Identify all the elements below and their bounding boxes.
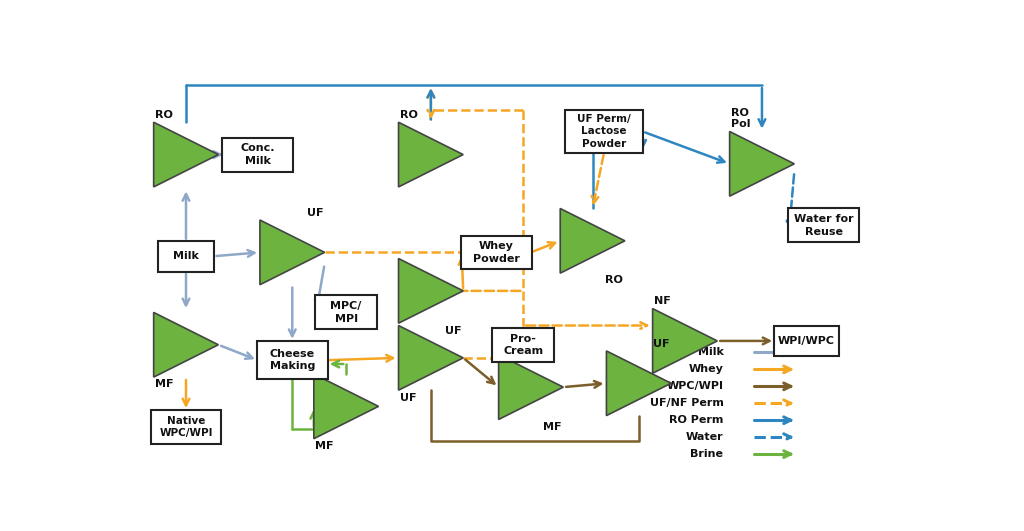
Text: RO: RO [400, 110, 418, 120]
Text: UF/NF Perm: UF/NF Perm [649, 398, 724, 408]
Text: UF: UF [445, 326, 462, 336]
FancyBboxPatch shape [774, 326, 839, 356]
Text: NF: NF [654, 296, 671, 306]
Text: WPC/WPI: WPC/WPI [667, 381, 724, 391]
Text: Water: Water [686, 432, 724, 442]
Text: Native
WPC/WPI: Native WPC/WPI [160, 416, 213, 439]
Text: MF: MF [315, 441, 334, 451]
Text: MF: MF [544, 422, 562, 432]
Text: Whey: Whey [688, 364, 724, 374]
Text: RO: RO [156, 110, 173, 120]
FancyBboxPatch shape [493, 328, 554, 362]
Text: UF: UF [306, 208, 323, 218]
Polygon shape [398, 259, 463, 323]
Polygon shape [154, 312, 218, 377]
Text: UF: UF [400, 392, 417, 402]
Text: WPI/WPC: WPI/WPC [778, 336, 836, 346]
Text: MF: MF [156, 380, 174, 389]
FancyBboxPatch shape [788, 209, 859, 242]
Polygon shape [606, 351, 671, 416]
Text: RO Perm: RO Perm [669, 415, 724, 425]
Polygon shape [652, 309, 717, 373]
FancyBboxPatch shape [315, 295, 377, 329]
Text: RO: RO [605, 276, 624, 286]
FancyBboxPatch shape [158, 241, 214, 272]
Polygon shape [398, 326, 463, 390]
FancyBboxPatch shape [151, 410, 221, 444]
Text: Cheese
Making: Cheese Making [269, 349, 315, 371]
Text: Pro-
Cream: Pro- Cream [503, 333, 544, 356]
Polygon shape [560, 209, 625, 273]
Text: Milk: Milk [173, 251, 199, 261]
Text: RO
Pol: RO Pol [731, 108, 751, 129]
FancyBboxPatch shape [565, 110, 643, 153]
Text: Conc.
Milk: Conc. Milk [241, 143, 274, 166]
Text: MPC/
MPI: MPC/ MPI [331, 301, 361, 323]
Text: Brine: Brine [690, 449, 724, 459]
Polygon shape [730, 132, 795, 196]
Text: Water for
Reuse: Water for Reuse [794, 214, 853, 237]
Polygon shape [260, 220, 325, 285]
Text: UF Perm/
Lactose
Powder: UF Perm/ Lactose Powder [578, 114, 631, 149]
FancyBboxPatch shape [461, 236, 531, 269]
Text: UF: UF [653, 339, 670, 349]
FancyBboxPatch shape [222, 138, 293, 172]
Polygon shape [154, 122, 218, 187]
Polygon shape [398, 122, 463, 187]
Text: Milk: Milk [697, 347, 724, 357]
Polygon shape [499, 355, 563, 419]
Polygon shape [313, 374, 379, 439]
FancyBboxPatch shape [257, 341, 328, 380]
Text: Whey
Powder: Whey Powder [473, 241, 520, 263]
